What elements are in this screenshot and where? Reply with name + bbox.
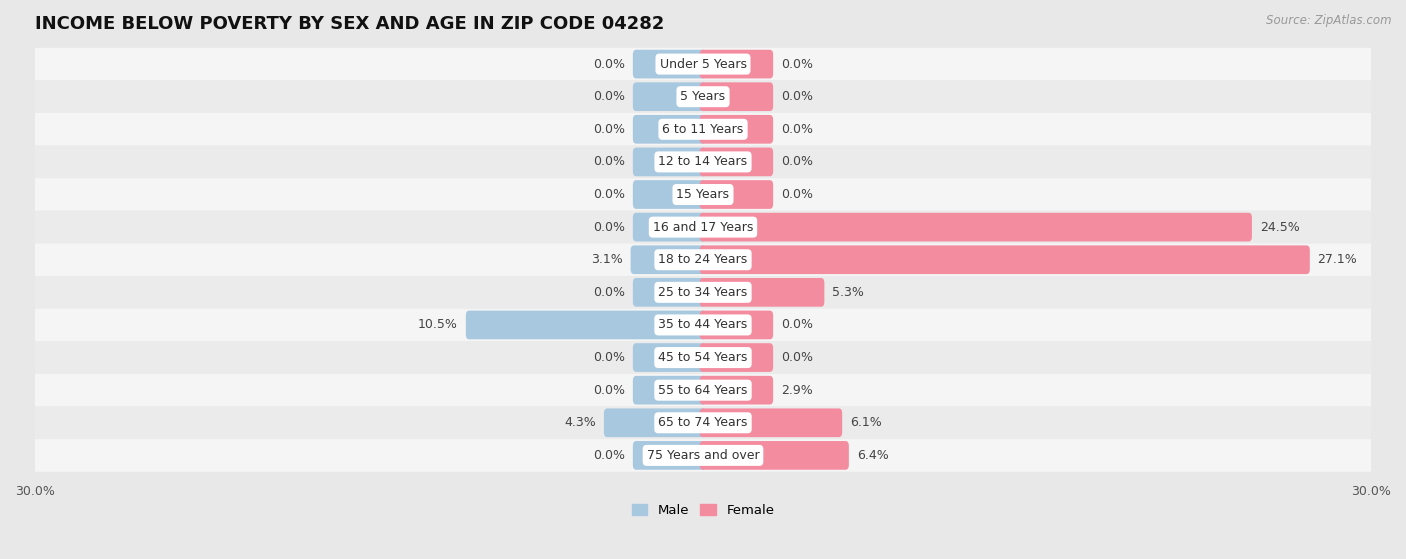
Legend: Male, Female: Male, Female [626,499,780,522]
FancyBboxPatch shape [700,278,824,307]
FancyBboxPatch shape [605,409,706,437]
Text: 0.0%: 0.0% [593,188,626,201]
FancyBboxPatch shape [700,409,842,437]
FancyBboxPatch shape [633,278,706,307]
FancyBboxPatch shape [35,309,1371,341]
FancyBboxPatch shape [700,343,773,372]
Text: 2.9%: 2.9% [780,383,813,397]
Text: 0.0%: 0.0% [593,383,626,397]
Text: 5 Years: 5 Years [681,90,725,103]
Text: 25 to 34 Years: 25 to 34 Years [658,286,748,299]
FancyBboxPatch shape [700,50,773,78]
FancyBboxPatch shape [35,276,1371,309]
Text: 27.1%: 27.1% [1317,253,1357,266]
FancyBboxPatch shape [700,180,773,209]
FancyBboxPatch shape [35,145,1371,178]
Text: 0.0%: 0.0% [780,351,813,364]
Text: 0.0%: 0.0% [593,90,626,103]
FancyBboxPatch shape [700,213,1251,241]
Text: 6.1%: 6.1% [851,416,882,429]
FancyBboxPatch shape [700,148,773,176]
FancyBboxPatch shape [35,439,1371,472]
FancyBboxPatch shape [633,115,706,144]
FancyBboxPatch shape [35,341,1371,374]
FancyBboxPatch shape [633,148,706,176]
Text: 16 and 17 Years: 16 and 17 Years [652,221,754,234]
Text: 35 to 44 Years: 35 to 44 Years [658,319,748,331]
FancyBboxPatch shape [35,48,1371,80]
FancyBboxPatch shape [35,243,1371,276]
Text: 0.0%: 0.0% [593,123,626,136]
Text: 3.1%: 3.1% [591,253,623,266]
Text: 0.0%: 0.0% [593,351,626,364]
Text: 15 Years: 15 Years [676,188,730,201]
Text: 55 to 64 Years: 55 to 64 Years [658,383,748,397]
Text: 6.4%: 6.4% [856,449,889,462]
Text: Under 5 Years: Under 5 Years [659,58,747,70]
FancyBboxPatch shape [633,343,706,372]
Text: 4.3%: 4.3% [564,416,596,429]
Text: 12 to 14 Years: 12 to 14 Years [658,155,748,168]
FancyBboxPatch shape [633,213,706,241]
FancyBboxPatch shape [35,406,1371,439]
FancyBboxPatch shape [633,180,706,209]
Text: 65 to 74 Years: 65 to 74 Years [658,416,748,429]
Text: 18 to 24 Years: 18 to 24 Years [658,253,748,266]
Text: Source: ZipAtlas.com: Source: ZipAtlas.com [1267,14,1392,27]
Text: 0.0%: 0.0% [780,188,813,201]
FancyBboxPatch shape [700,245,1310,274]
FancyBboxPatch shape [631,245,706,274]
Text: 5.3%: 5.3% [832,286,865,299]
FancyBboxPatch shape [700,115,773,144]
FancyBboxPatch shape [700,441,849,470]
Text: 45 to 54 Years: 45 to 54 Years [658,351,748,364]
Text: 6 to 11 Years: 6 to 11 Years [662,123,744,136]
Text: INCOME BELOW POVERTY BY SEX AND AGE IN ZIP CODE 04282: INCOME BELOW POVERTY BY SEX AND AGE IN Z… [35,15,664,33]
FancyBboxPatch shape [700,82,773,111]
Text: 0.0%: 0.0% [780,58,813,70]
Text: 10.5%: 10.5% [418,319,458,331]
FancyBboxPatch shape [35,211,1371,243]
FancyBboxPatch shape [633,376,706,405]
Text: 0.0%: 0.0% [593,155,626,168]
FancyBboxPatch shape [465,311,706,339]
FancyBboxPatch shape [700,376,773,405]
Text: 0.0%: 0.0% [780,90,813,103]
FancyBboxPatch shape [35,374,1371,406]
Text: 0.0%: 0.0% [593,221,626,234]
FancyBboxPatch shape [35,80,1371,113]
FancyBboxPatch shape [633,441,706,470]
FancyBboxPatch shape [633,82,706,111]
FancyBboxPatch shape [700,311,773,339]
FancyBboxPatch shape [633,50,706,78]
FancyBboxPatch shape [35,113,1371,145]
Text: 0.0%: 0.0% [780,319,813,331]
Text: 75 Years and over: 75 Years and over [647,449,759,462]
Text: 0.0%: 0.0% [593,286,626,299]
Text: 24.5%: 24.5% [1260,221,1299,234]
Text: 0.0%: 0.0% [780,155,813,168]
Text: 0.0%: 0.0% [593,58,626,70]
Text: 0.0%: 0.0% [593,449,626,462]
FancyBboxPatch shape [35,178,1371,211]
Text: 0.0%: 0.0% [780,123,813,136]
